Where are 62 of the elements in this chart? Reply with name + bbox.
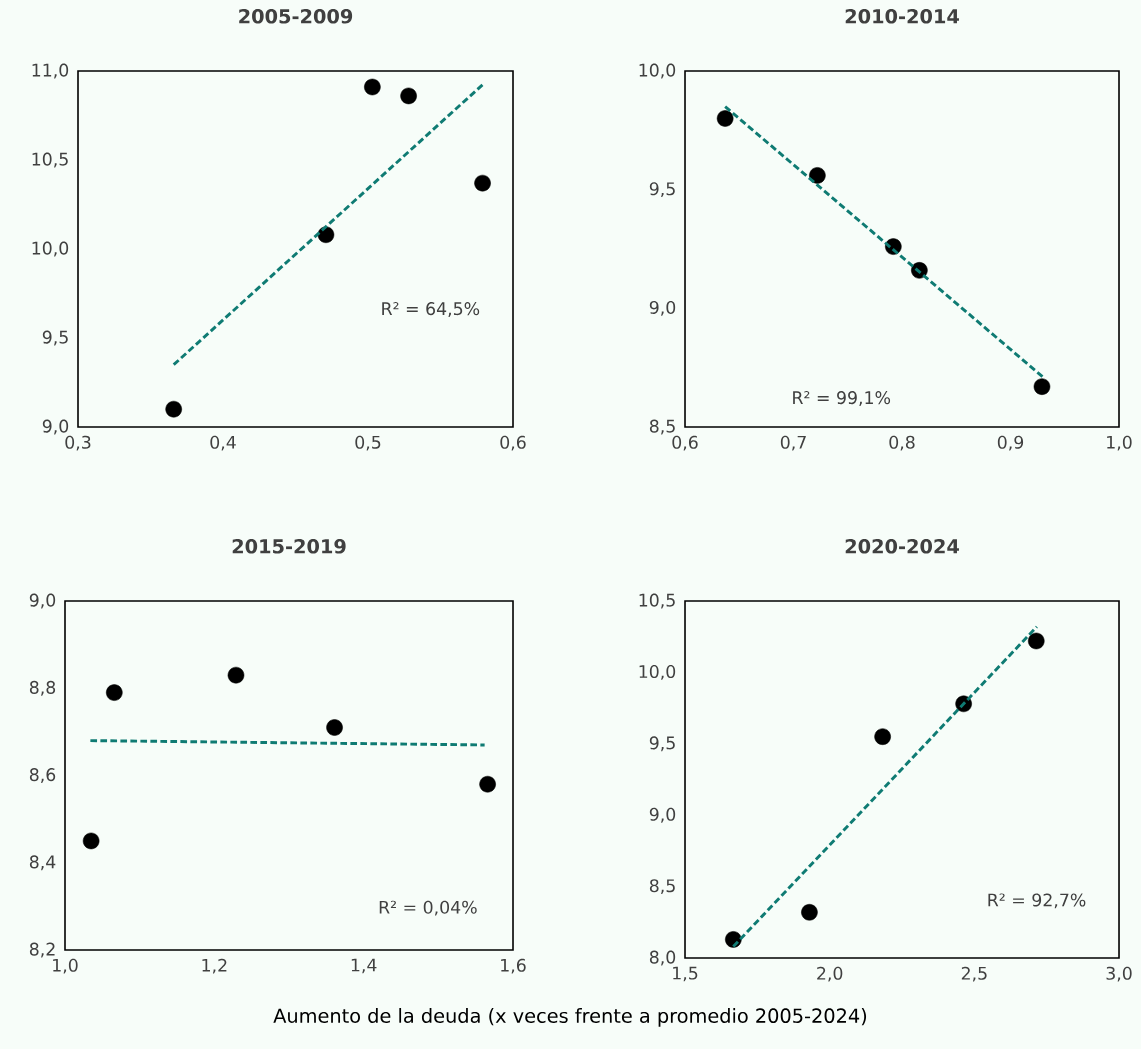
x-tick-label: 0,7 bbox=[780, 435, 806, 451]
x-tick-label: 0,9 bbox=[997, 435, 1024, 451]
point bbox=[474, 174, 491, 192]
x-tick-label: 1,2 bbox=[202, 958, 227, 974]
point bbox=[317, 226, 335, 244]
point bbox=[165, 400, 182, 418]
y-tick-label: 10,0 bbox=[639, 63, 676, 79]
y-tick-label: 9,5 bbox=[649, 736, 675, 752]
x-tick-label: 1,0 bbox=[1107, 435, 1132, 451]
annotation: R² = 92,7% bbox=[988, 893, 1086, 909]
y-tick-label: 9,0 bbox=[649, 807, 676, 823]
chart-title: 2015-2019 bbox=[232, 538, 346, 554]
x-tick-label: 1,4 bbox=[351, 958, 377, 974]
y-tick-label: 10,0 bbox=[639, 664, 676, 680]
point bbox=[874, 728, 891, 745]
point bbox=[801, 904, 818, 921]
y-tick-label: 10,0 bbox=[32, 241, 69, 257]
point bbox=[479, 775, 496, 793]
x-tick-label: 0,3 bbox=[65, 435, 91, 451]
x-tick-label: 3,0 bbox=[1106, 966, 1132, 982]
point bbox=[106, 684, 123, 701]
point bbox=[364, 78, 381, 96]
x-tick-label: 1,5 bbox=[673, 966, 698, 982]
point bbox=[809, 167, 826, 184]
y-tick-label: 8,8 bbox=[29, 680, 56, 696]
x-tick-label: 0,8 bbox=[889, 435, 915, 451]
y-tick-label: 9,5 bbox=[42, 330, 68, 346]
y-tick-label: 8,4 bbox=[29, 855, 56, 871]
point bbox=[1028, 632, 1045, 650]
y-tick-label: 9,0 bbox=[29, 593, 56, 609]
point bbox=[400, 87, 417, 105]
x-tick-label: 0,6 bbox=[672, 435, 698, 451]
y-tick-label: 8,6 bbox=[29, 768, 56, 783]
annotation: R² = 0,04% bbox=[379, 900, 477, 916]
y-tick-label: 9,0 bbox=[649, 300, 676, 316]
y-tick-label: 8,2 bbox=[29, 942, 55, 958]
point bbox=[716, 110, 734, 127]
point bbox=[326, 719, 343, 736]
y-tick-label: 11,0 bbox=[32, 63, 69, 79]
y-tick-label: 8,5 bbox=[649, 879, 675, 895]
point bbox=[1033, 378, 1051, 395]
x-tick-label: 1,6 bbox=[501, 958, 526, 974]
x-tick-label: 0,4 bbox=[210, 435, 236, 451]
x-axis-title: Aumento de la deuda (x veces frente a promedio 2005-2024) bbox=[273, 1008, 867, 1027]
chart-title: 2010-2014 bbox=[845, 8, 959, 24]
y-tick-label: 10,5 bbox=[639, 593, 675, 609]
point bbox=[82, 832, 100, 850]
y-tick-label: 9,5 bbox=[649, 182, 675, 198]
annotation: R² = 64,5% bbox=[382, 302, 480, 317]
y-tick-label: 9,0 bbox=[42, 419, 69, 435]
annotation: R² = 99,1% bbox=[793, 391, 891, 406]
x-tick-label: 1,0 bbox=[53, 958, 78, 974]
x-tick-label: 2,5 bbox=[961, 966, 987, 982]
point bbox=[227, 666, 245, 684]
x-tick-label: 0,5 bbox=[355, 435, 381, 451]
y-tick-label: 8,5 bbox=[649, 419, 675, 435]
x-tick-label: 2,0 bbox=[817, 966, 843, 982]
chart-title: 2005-2009 bbox=[239, 8, 353, 24]
x-tick-label: 0,6 bbox=[500, 435, 526, 451]
chart-title: 2020-2024 bbox=[845, 538, 959, 554]
y-tick-label: 8,0 bbox=[649, 950, 676, 966]
y-tick-label: 10,5 bbox=[32, 152, 68, 168]
